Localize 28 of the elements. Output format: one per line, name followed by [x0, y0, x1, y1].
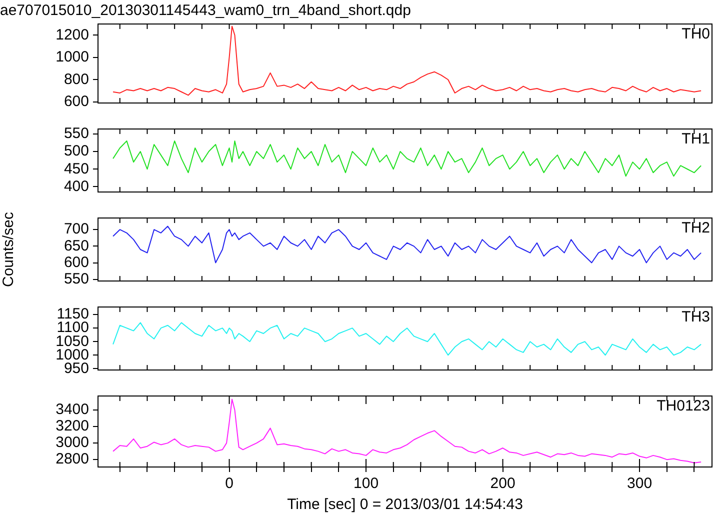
x-axis-title: Time [sec] 0 = 2013/03/01 14:54:43 [287, 496, 523, 514]
y-tick-label: 600 [64, 93, 89, 110]
x-tick-label: 300 [627, 475, 652, 492]
series-label: TH1 [682, 130, 710, 148]
y-axis-title: Counts/sec [0, 211, 18, 288]
y-tick-label: 500 [64, 142, 89, 160]
y-tick-label: 1000 [56, 48, 89, 66]
y-tick-label: 550 [64, 270, 89, 288]
y-tick-label: 3000 [56, 434, 89, 452]
y-tick-label: 2800 [56, 450, 89, 468]
y-tick-label: 550 [64, 125, 89, 142]
y-tick-label: 3200 [56, 418, 89, 435]
x-tick-label: 0 [225, 475, 234, 492]
y-tick-label: 600 [64, 254, 89, 271]
x-tick-label: 200 [490, 475, 516, 492]
text: TH0123 [656, 398, 710, 415]
y-tick-label: 450 [64, 160, 89, 178]
series-label: TH2 [682, 220, 710, 237]
y-tick-label: 1200 [56, 26, 89, 44]
x-tick-label: 100 [354, 475, 379, 492]
y-tick-label: 400 [64, 178, 89, 195]
y-tick-label: 3400 [56, 401, 89, 418]
series-label: TH3 [682, 308, 710, 326]
y-tick-label: 650 [64, 237, 89, 254]
y-tick-label: 800 [64, 70, 89, 88]
text: TH0 [682, 26, 710, 43]
chart-title: ae707015010_20130301145443_wam0_trn_4band_short.qdp [0, 2, 411, 20]
y-tick-label: 700 [64, 220, 89, 238]
